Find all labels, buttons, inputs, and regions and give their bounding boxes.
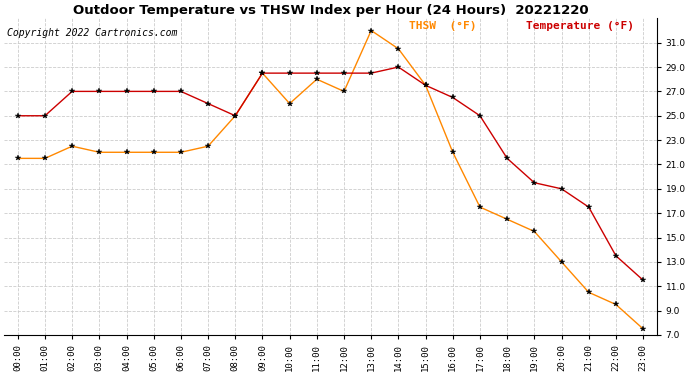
Title: Outdoor Temperature vs THSW Index per Hour (24 Hours)  20221220: Outdoor Temperature vs THSW Index per Ho… [72, 4, 589, 17]
Text: Copyright 2022 Cartronics.com: Copyright 2022 Cartronics.com [8, 28, 178, 38]
Text: THSW  (°F): THSW (°F) [408, 21, 476, 32]
Text: Temperature (°F): Temperature (°F) [526, 21, 634, 32]
